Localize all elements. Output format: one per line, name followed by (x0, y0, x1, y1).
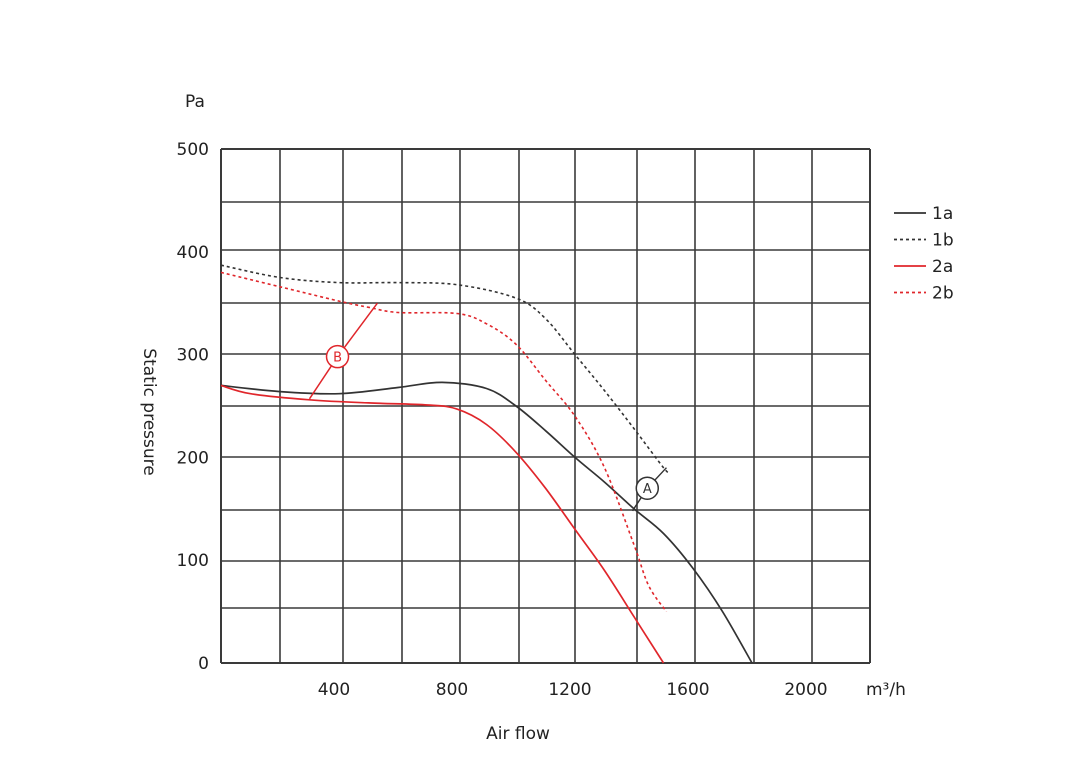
series-line-2a (220, 384, 665, 664)
x-tick-label: 800 (436, 680, 468, 700)
annotation-label: B (333, 351, 342, 366)
y-tick-label: 300 (177, 346, 209, 366)
legend-label-2a: 2a (932, 257, 953, 277)
y-tick-labels: 0 100 200 300 400 500 (177, 140, 209, 674)
x-tick-label: 400 (318, 680, 350, 700)
legend: 1a 1b 2a 2b (894, 204, 954, 304)
y-tick-label: 0 (198, 654, 209, 674)
legend-label-1a: 1a (932, 204, 953, 224)
y-tick-label: 500 (177, 140, 209, 160)
x-tick-label: 2000 (784, 680, 827, 700)
y-tick-label: 200 (177, 448, 209, 468)
y-unit-label: Pa (185, 92, 205, 112)
x-tick-labels: 400 800 1200 1600 2000 (318, 680, 828, 700)
x-tick-label: 1600 (666, 680, 709, 700)
y-tick-label: 400 (177, 243, 209, 263)
x-tick-label: 1200 (548, 680, 591, 700)
legend-label-2b: 2b (932, 284, 954, 304)
x-unit-label: m³/h (866, 680, 906, 700)
annotation-label: A (643, 482, 652, 497)
series-line-1b (220, 264, 670, 474)
y-axis-title: Static pressure (139, 348, 159, 475)
legend-label-1b: 1b (932, 231, 954, 251)
annotation-marker (635, 476, 660, 500)
x-axis-title: Air flow (486, 724, 550, 744)
annotations: AB (308, 302, 667, 512)
annotation-marker (325, 344, 350, 369)
series-lines (220, 264, 753, 664)
grid (220, 148, 871, 664)
series-line-1a (220, 381, 753, 664)
series-line-2b (220, 271, 668, 613)
y-tick-label: 100 (177, 551, 209, 571)
